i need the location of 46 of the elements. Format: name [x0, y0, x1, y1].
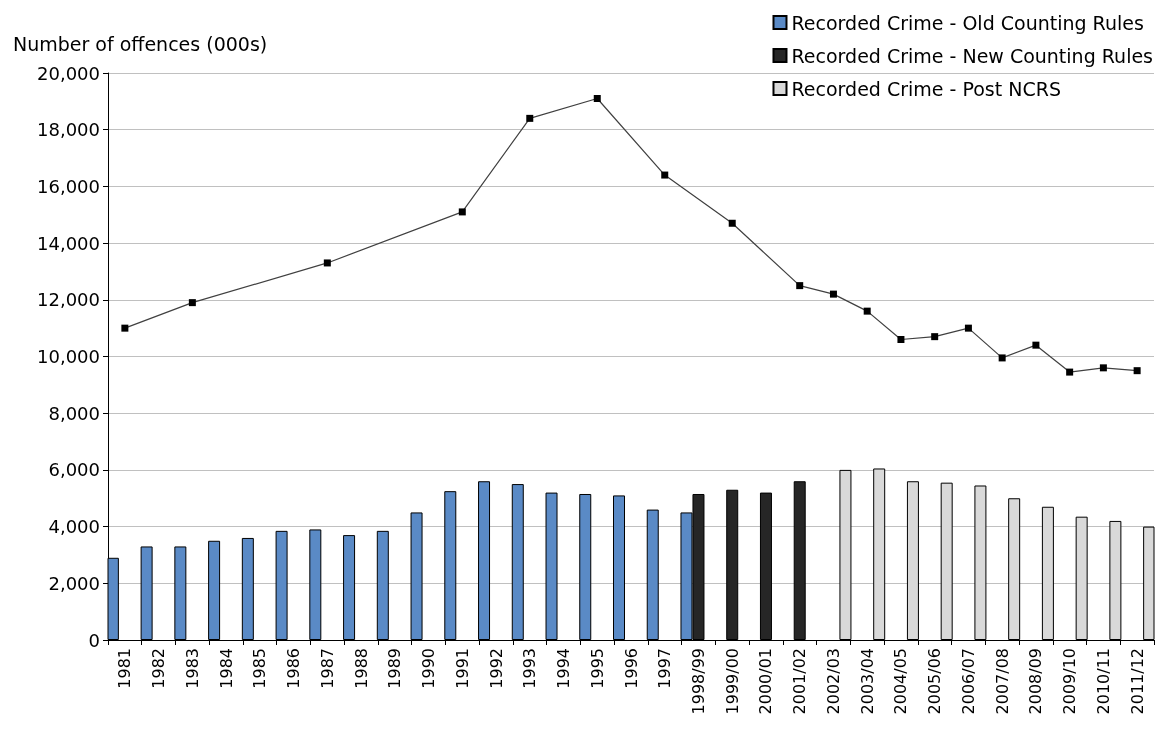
x-tick-label: 1981 [115, 648, 135, 689]
x-tick-label: 2009/10 [1060, 648, 1080, 715]
x-tick-label: 1998/99 [688, 648, 708, 715]
x-tick-label: 1988 [351, 648, 371, 689]
x-tick-label: 1992 [486, 648, 506, 689]
x-tick-label: 2006/07 [958, 648, 978, 715]
y-tick-label: 0 [88, 629, 100, 651]
x-tick-label: 1983 [182, 648, 202, 689]
x-tick-label: 1986 [284, 648, 304, 689]
y-tick-label: 14,000 [37, 232, 100, 254]
y-tick-label: 10,000 [37, 346, 100, 367]
x-tick-label: 1994 [554, 648, 574, 689]
x-tick-label: 2001/02 [790, 648, 810, 715]
x-tick-label: 1987 [317, 648, 337, 689]
y-tick-label: 6,000 [48, 459, 100, 481]
x-tick-label: 2007/08 [992, 648, 1012, 715]
legend-label: Recorded Crime - New Counting Rules [791, 44, 1154, 67]
y-tick-label: 12,000 [37, 289, 100, 311]
y-tick-label: 8,000 [48, 402, 100, 424]
x-tick-label: 1995 [587, 648, 607, 689]
x-tick-label: 1993 [520, 648, 540, 689]
x-tick-label: 1989 [385, 648, 405, 689]
legend-label: Recorded Crime - Post NCRS [791, 77, 1061, 100]
y-tick-label: 18,000 [37, 119, 100, 141]
x-tick-label: 1997 [655, 648, 675, 689]
x-tick-label: 1996 [621, 648, 641, 689]
y-axis-title: Number of offences (000s) [13, 32, 268, 55]
x-tick-label: 2011/12 [1127, 648, 1147, 715]
x-tick-label: 2008/09 [1026, 648, 1046, 715]
x-tick-label: 2000/01 [756, 648, 776, 715]
y-tick-label: 4,000 [48, 516, 100, 538]
x-tick-label: 1982 [149, 648, 169, 689]
x-tick-label: 2005/06 [925, 648, 945, 715]
y-tick-label: 16,000 [37, 175, 100, 197]
y-tick-label: 2,000 [48, 572, 100, 594]
x-tick-label: 2003/04 [857, 648, 877, 715]
x-tick-label: 1991 [452, 648, 472, 689]
x-tick-label: 1999/00 [722, 648, 742, 715]
x-tick-label: 2002/03 [823, 648, 843, 715]
y-tick-label: 20,000 [37, 62, 100, 84]
x-tick-label: 2010/11 [1093, 648, 1113, 715]
x-tick-label: 1985 [250, 648, 270, 689]
x-tick-label: 1984 [216, 648, 236, 689]
legend-label: Recorded Crime - Old Counting Rules [791, 11, 1144, 34]
x-tick-label: 2004/05 [891, 648, 911, 715]
x-tick-label: 1990 [419, 648, 439, 689]
